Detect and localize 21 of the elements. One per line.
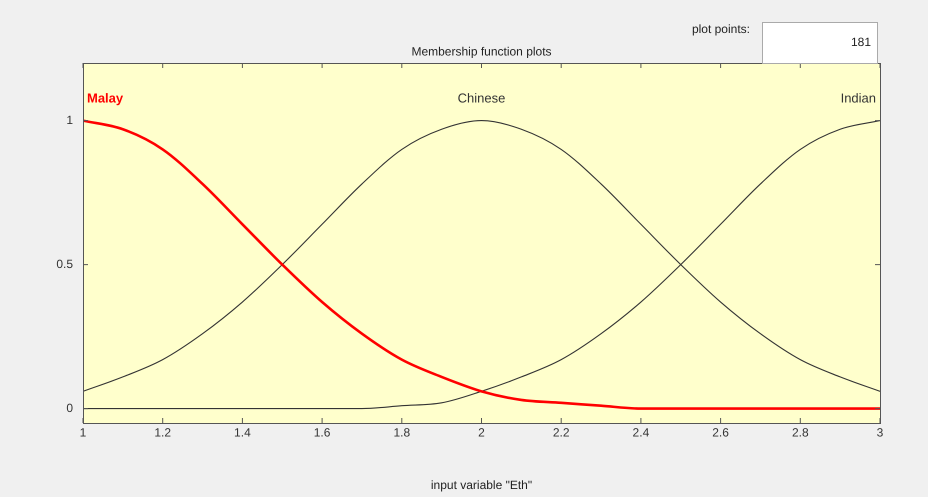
y-tick-label: 0 <box>66 400 74 415</box>
series-label: Chinese <box>458 90 506 106</box>
text: plot points: <box>690 22 750 36</box>
y-tick-label: 1 <box>66 112 74 127</box>
x-tick-label: 1.4 <box>234 426 252 440</box>
x-tick-label: 1.8 <box>393 426 410 440</box>
text-field: 181 <box>762 22 878 64</box>
x-tick-label: 1.6 <box>314 426 331 440</box>
series-label: Indian <box>840 90 876 106</box>
x-tick-label: 2 <box>478 426 486 440</box>
x-tick-label: 1.2 <box>154 426 172 440</box>
x-tick-label: 2.2 <box>552 426 570 440</box>
x-tick-label: 2.6 <box>712 426 730 440</box>
x-tick-label: 2.4 <box>632 426 650 440</box>
x-tick-label: 1 <box>80 426 87 440</box>
x-tick-label: 2.8 <box>792 426 809 440</box>
y-tick-label: 0.5 <box>56 256 74 271</box>
chart-title: Membership function plots <box>411 44 552 58</box>
x-tick-label: 3 <box>876 426 884 440</box>
x-axis-title: input variable "Eth" <box>430 478 532 492</box>
series-label: Malay <box>87 90 124 106</box>
